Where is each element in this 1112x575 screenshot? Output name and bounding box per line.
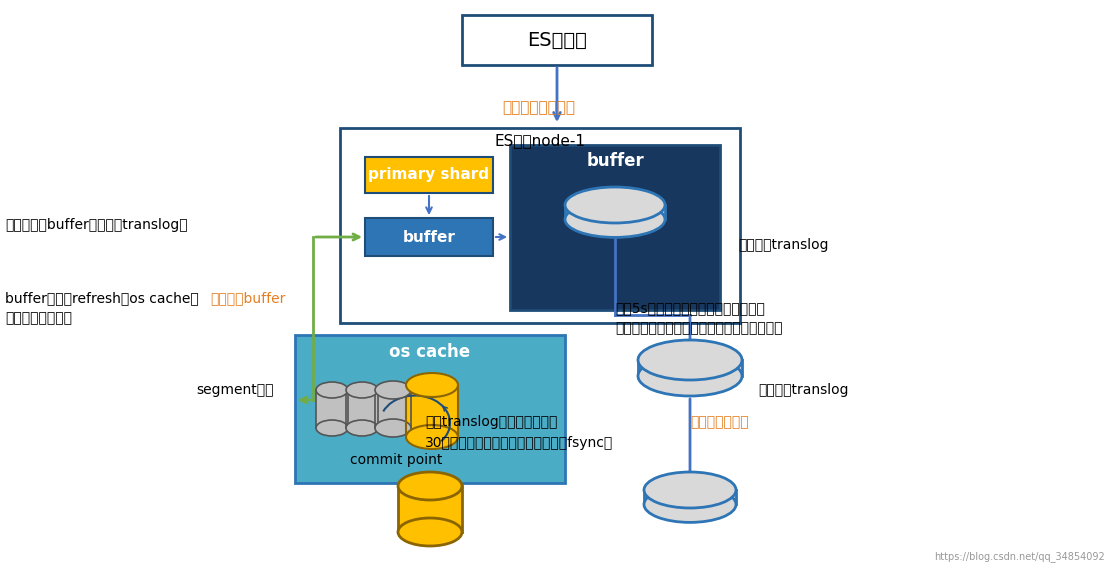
Text: os cache: os cache [389, 343, 470, 361]
Text: 主分片写进buffer同时写进translog，: 主分片写进buffer同时写进translog， [4, 218, 188, 232]
Bar [365, 157, 493, 193]
Bar [510, 145, 719, 310]
Ellipse shape [638, 340, 742, 380]
Text: translog: translog [657, 367, 723, 381]
Bar [406, 385, 458, 437]
Bar [375, 390, 411, 428]
Ellipse shape [375, 419, 411, 437]
Text: segment分段: segment分段 [196, 383, 274, 397]
Ellipse shape [316, 420, 348, 436]
Ellipse shape [644, 486, 736, 523]
Text: 此时可以被检索到: 此时可以被检索到 [4, 311, 72, 325]
Bar [316, 390, 348, 428]
Text: 同时清空buffer: 同时清空buffer [210, 291, 286, 305]
Text: 王: 王 [686, 496, 694, 509]
Ellipse shape [406, 373, 458, 397]
Bar [365, 218, 493, 256]
Bar [461, 15, 652, 65]
Bar [346, 390, 378, 428]
Text: 磁盘中的translog: 磁盘中的translog [758, 383, 848, 397]
Bar [398, 486, 461, 532]
Bar [565, 205, 665, 220]
Text: 30分钟或达到大小的阈值时，会进行fsync，: 30分钟或达到大小的阈值时，会进行fsync， [425, 436, 613, 450]
Ellipse shape [375, 381, 411, 399]
Bar [644, 490, 736, 504]
Text: buffer: buffer [586, 152, 644, 170]
Ellipse shape [406, 425, 458, 449]
Ellipse shape [316, 382, 348, 398]
Bar [638, 360, 742, 376]
Bar [295, 335, 565, 483]
Text: primary shard: primary shard [368, 167, 489, 182]
Ellipse shape [565, 187, 665, 223]
Text: ES客户端: ES客户端 [527, 30, 587, 49]
Text: 可以认为当文件写进磁盘是能够安全复原的，: 可以认为当文件写进磁盘是能够安全复原的， [615, 321, 783, 335]
Ellipse shape [398, 472, 461, 500]
Ellipse shape [644, 472, 736, 508]
Text: 将数据写入主分片: 将数据写入主分片 [502, 100, 575, 115]
Text: 内存中的translog: 内存中的translog [738, 238, 828, 252]
Text: commit point: commit point [350, 453, 443, 467]
Text: 每隔5s或者一次请求完成就写进磁盘，: 每隔5s或者一次请求完成就写进磁盘， [615, 301, 765, 315]
Ellipse shape [565, 201, 665, 237]
Text: ES进程node-1: ES进程node-1 [495, 133, 586, 148]
Text: translog: translog [583, 211, 647, 225]
Text: buffer的数据refresh到os cache，: buffer的数据refresh到os cache， [4, 291, 199, 305]
Text: buffer: buffer [403, 229, 456, 244]
Bar [340, 128, 739, 323]
Ellipse shape [638, 356, 742, 396]
Ellipse shape [346, 420, 378, 436]
Text: 由于translog会不断的变大，: 由于translog会不断的变大， [425, 415, 557, 429]
Text: https://blog.csdn.net/qq_34854092: https://blog.csdn.net/qq_34854092 [934, 551, 1105, 562]
Text: 因此在一定时间: 因此在一定时间 [691, 415, 748, 429]
Ellipse shape [398, 518, 461, 546]
Ellipse shape [346, 382, 378, 398]
